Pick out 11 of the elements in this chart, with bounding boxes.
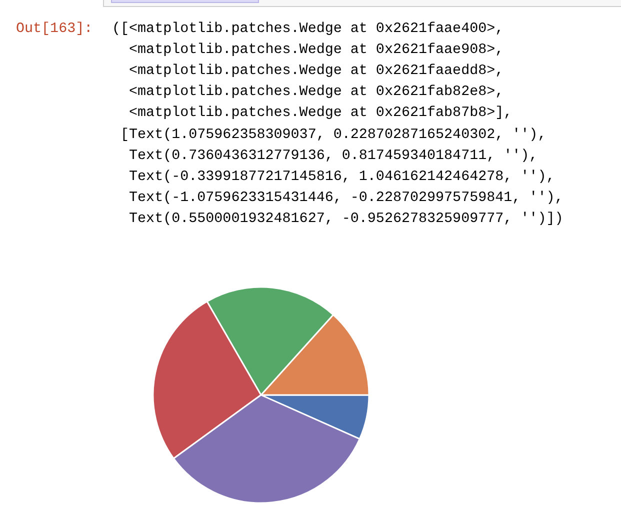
text: Text(0.7360436312779136, 0.817459340184711, ''), (128, 146, 538, 165)
text: Text(-1.0759623315431446, -0.2287029975759841, ''), (128, 188, 564, 207)
text: <matplotlib.patches.Wedge at 0x2621faae908>, (128, 41, 504, 60)
text: Out[163]: (16, 20, 93, 38)
text: Text(0.5500001932481627, -0.9526278325909777, '')]) (128, 210, 564, 228)
text: Text(-0.33991877217145816, 1.046162142464278, ''), (128, 168, 555, 186)
text: ([<matplotlib.patches.Wedge at 0x2621faae400>, (112, 20, 504, 38)
text: [Text(1.075962358309037, 0.22870287165240302, ''), (120, 126, 546, 144)
text: <matplotlib.patches.Wedge at 0x2621fab82e8>, (128, 83, 504, 102)
text: <matplotlib.patches.Wedge at 0x2621fab87b8>], (128, 104, 512, 122)
text: <matplotlib.patches.Wedge at 0x2621faaedd8>, (128, 62, 504, 80)
